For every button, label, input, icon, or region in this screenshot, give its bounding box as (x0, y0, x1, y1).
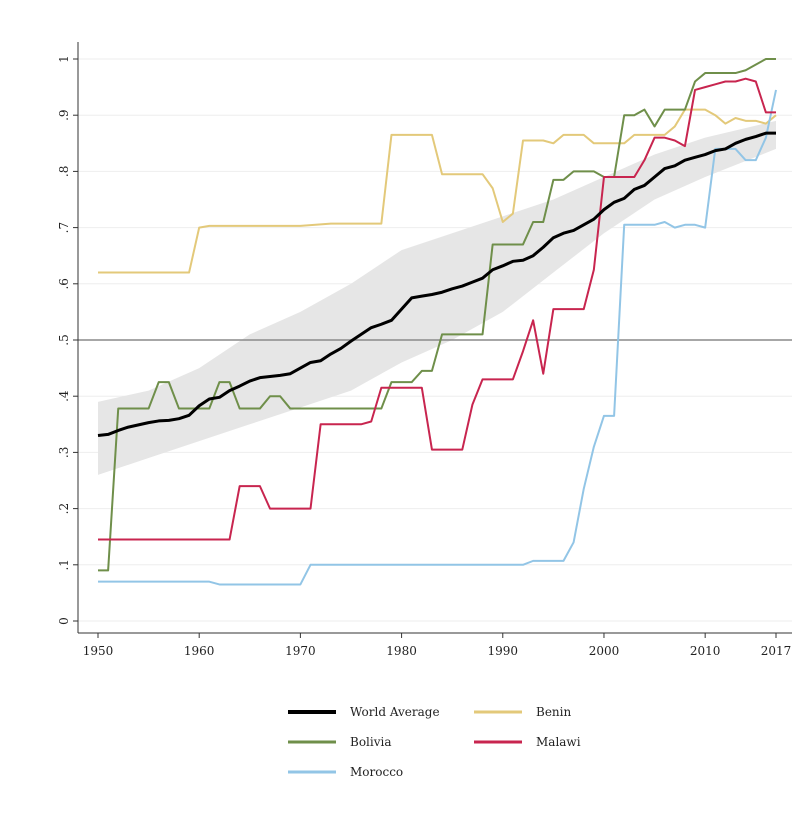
y-tick-label: .9 (57, 109, 71, 120)
series-lines (97, 58, 777, 586)
y-tick-label: 0 (57, 617, 71, 625)
legend-label-malawi: Malawi (536, 735, 581, 749)
x-tick-label: 1990 (488, 644, 519, 658)
y-tick-label: .6 (57, 278, 71, 289)
x-tick-label: 2000 (589, 644, 620, 658)
y-tick-label: .8 (57, 166, 71, 177)
legend: World Average Benin Bolivia Malawi Morocco (288, 705, 581, 779)
y-tick-label: .5 (57, 334, 71, 345)
y-tick-label: .1 (57, 559, 71, 570)
confidence-band (98, 120, 776, 475)
series-line-world-average (97, 131, 776, 438)
x-tick-label: 1950 (83, 644, 114, 658)
y-tick-label: .2 (57, 503, 71, 514)
x-tick-label: 2010 (690, 644, 721, 658)
x-tick-label: 2017 (761, 644, 792, 658)
x-tick-label: 1970 (285, 644, 316, 658)
legend-label-bolivia: Bolivia (350, 735, 392, 749)
legend-label-benin: Benin (536, 705, 571, 719)
legend-label-morocco: Morocco (350, 765, 403, 779)
x-tick-label: 1960 (184, 644, 215, 658)
y-tick-label: .4 (57, 390, 71, 402)
series-line-malawi (98, 77, 776, 541)
x-tick-label: 1980 (386, 644, 417, 658)
series-line-benin (98, 108, 777, 274)
legend-label-world-average: World Average (350, 705, 440, 719)
y-tick-label: .3 (57, 447, 71, 458)
y-tick-label: 1 (57, 55, 71, 63)
band-area (98, 120, 776, 475)
y-tick-label: .7 (57, 222, 71, 233)
axes: 0 .1 .2 .3 .4 .5 .6 .7 .8 .9 1 1950 1960 1970 1980 1990… (57, 42, 792, 658)
